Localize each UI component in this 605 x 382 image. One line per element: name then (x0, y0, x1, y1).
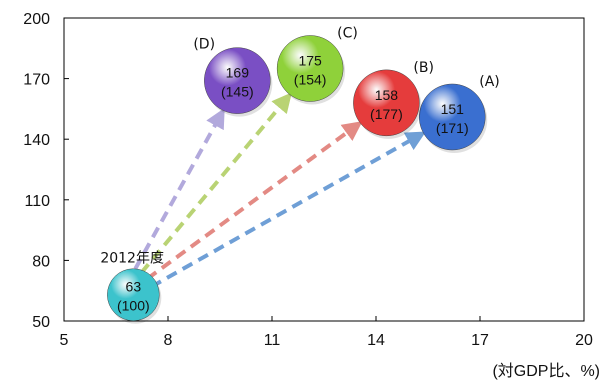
x-tick-label: 11 (264, 332, 281, 349)
bubble-value: 151 (441, 101, 465, 117)
x-tick-label: 14 (367, 332, 385, 349)
bubble-2012年度: 63 (100) 2012年度 (100, 251, 164, 324)
bubble-circle (419, 83, 486, 151)
x-axis-unit: (対GDP比、%) (492, 362, 600, 380)
y-tick-label: 200 (23, 11, 50, 28)
bubble-value: 169 (226, 65, 250, 81)
plot-area-frame (63, 17, 585, 322)
arrows (133, 92, 427, 289)
bubble-circle (204, 47, 271, 114)
y-tick-label: 80 (32, 253, 50, 270)
y-tick-label: 140 (23, 132, 50, 149)
bubble-value: 158 (375, 87, 399, 103)
bubble-circle (276, 35, 344, 102)
arrow-to-b (146, 121, 363, 281)
bubble-value: 63 (126, 279, 142, 295)
bubble-b: 158 (177) (B) (353, 60, 434, 139)
bubble-value-secondary: (154) (294, 72, 327, 88)
bubble-value-secondary: (145) (221, 84, 254, 100)
bubble-value-secondary: (171) (436, 120, 469, 136)
bubble-d: 169 (145) (D) (193, 37, 273, 117)
y-tick-label: 110 (24, 193, 50, 210)
arrow-to-d (133, 107, 225, 270)
x-axis: 5 8 11 14 17 20 (60, 316, 593, 349)
bubble-value-secondary: (177) (370, 106, 403, 122)
bubble-label: (A) (479, 74, 500, 90)
x-tick-label: 17 (471, 332, 489, 349)
bubble-circle (353, 69, 420, 137)
arrow-to-a (150, 131, 427, 289)
bubble-label: (C) (337, 26, 358, 42)
bubble-value-secondary: (100) (117, 298, 150, 314)
x-tick-label: 5 (60, 332, 69, 349)
bubble-label: (D) (193, 37, 215, 53)
bubble-a: 151 (171) (A) (419, 74, 500, 153)
y-axis: 50 80 110 140 170 200 (23, 11, 69, 331)
bubble-label: (B) (413, 60, 434, 76)
bubble-label: 2012年度 (100, 251, 164, 267)
arrow-to-c (139, 92, 292, 275)
x-tick-label: 8 (164, 332, 173, 349)
x-tick-label: 20 (575, 332, 593, 349)
y-tick-label: 50 (32, 314, 50, 331)
y-tick-label: 170 (23, 72, 50, 89)
bubble-c: 175 (154) (C) (276, 26, 358, 105)
bubbles: 63 (100) 2012年度 151 (171) (A) 158 (177) (B) 175 (1… (100, 26, 500, 324)
bubble-circle (107, 268, 160, 321)
bubble-value: 175 (298, 53, 322, 69)
